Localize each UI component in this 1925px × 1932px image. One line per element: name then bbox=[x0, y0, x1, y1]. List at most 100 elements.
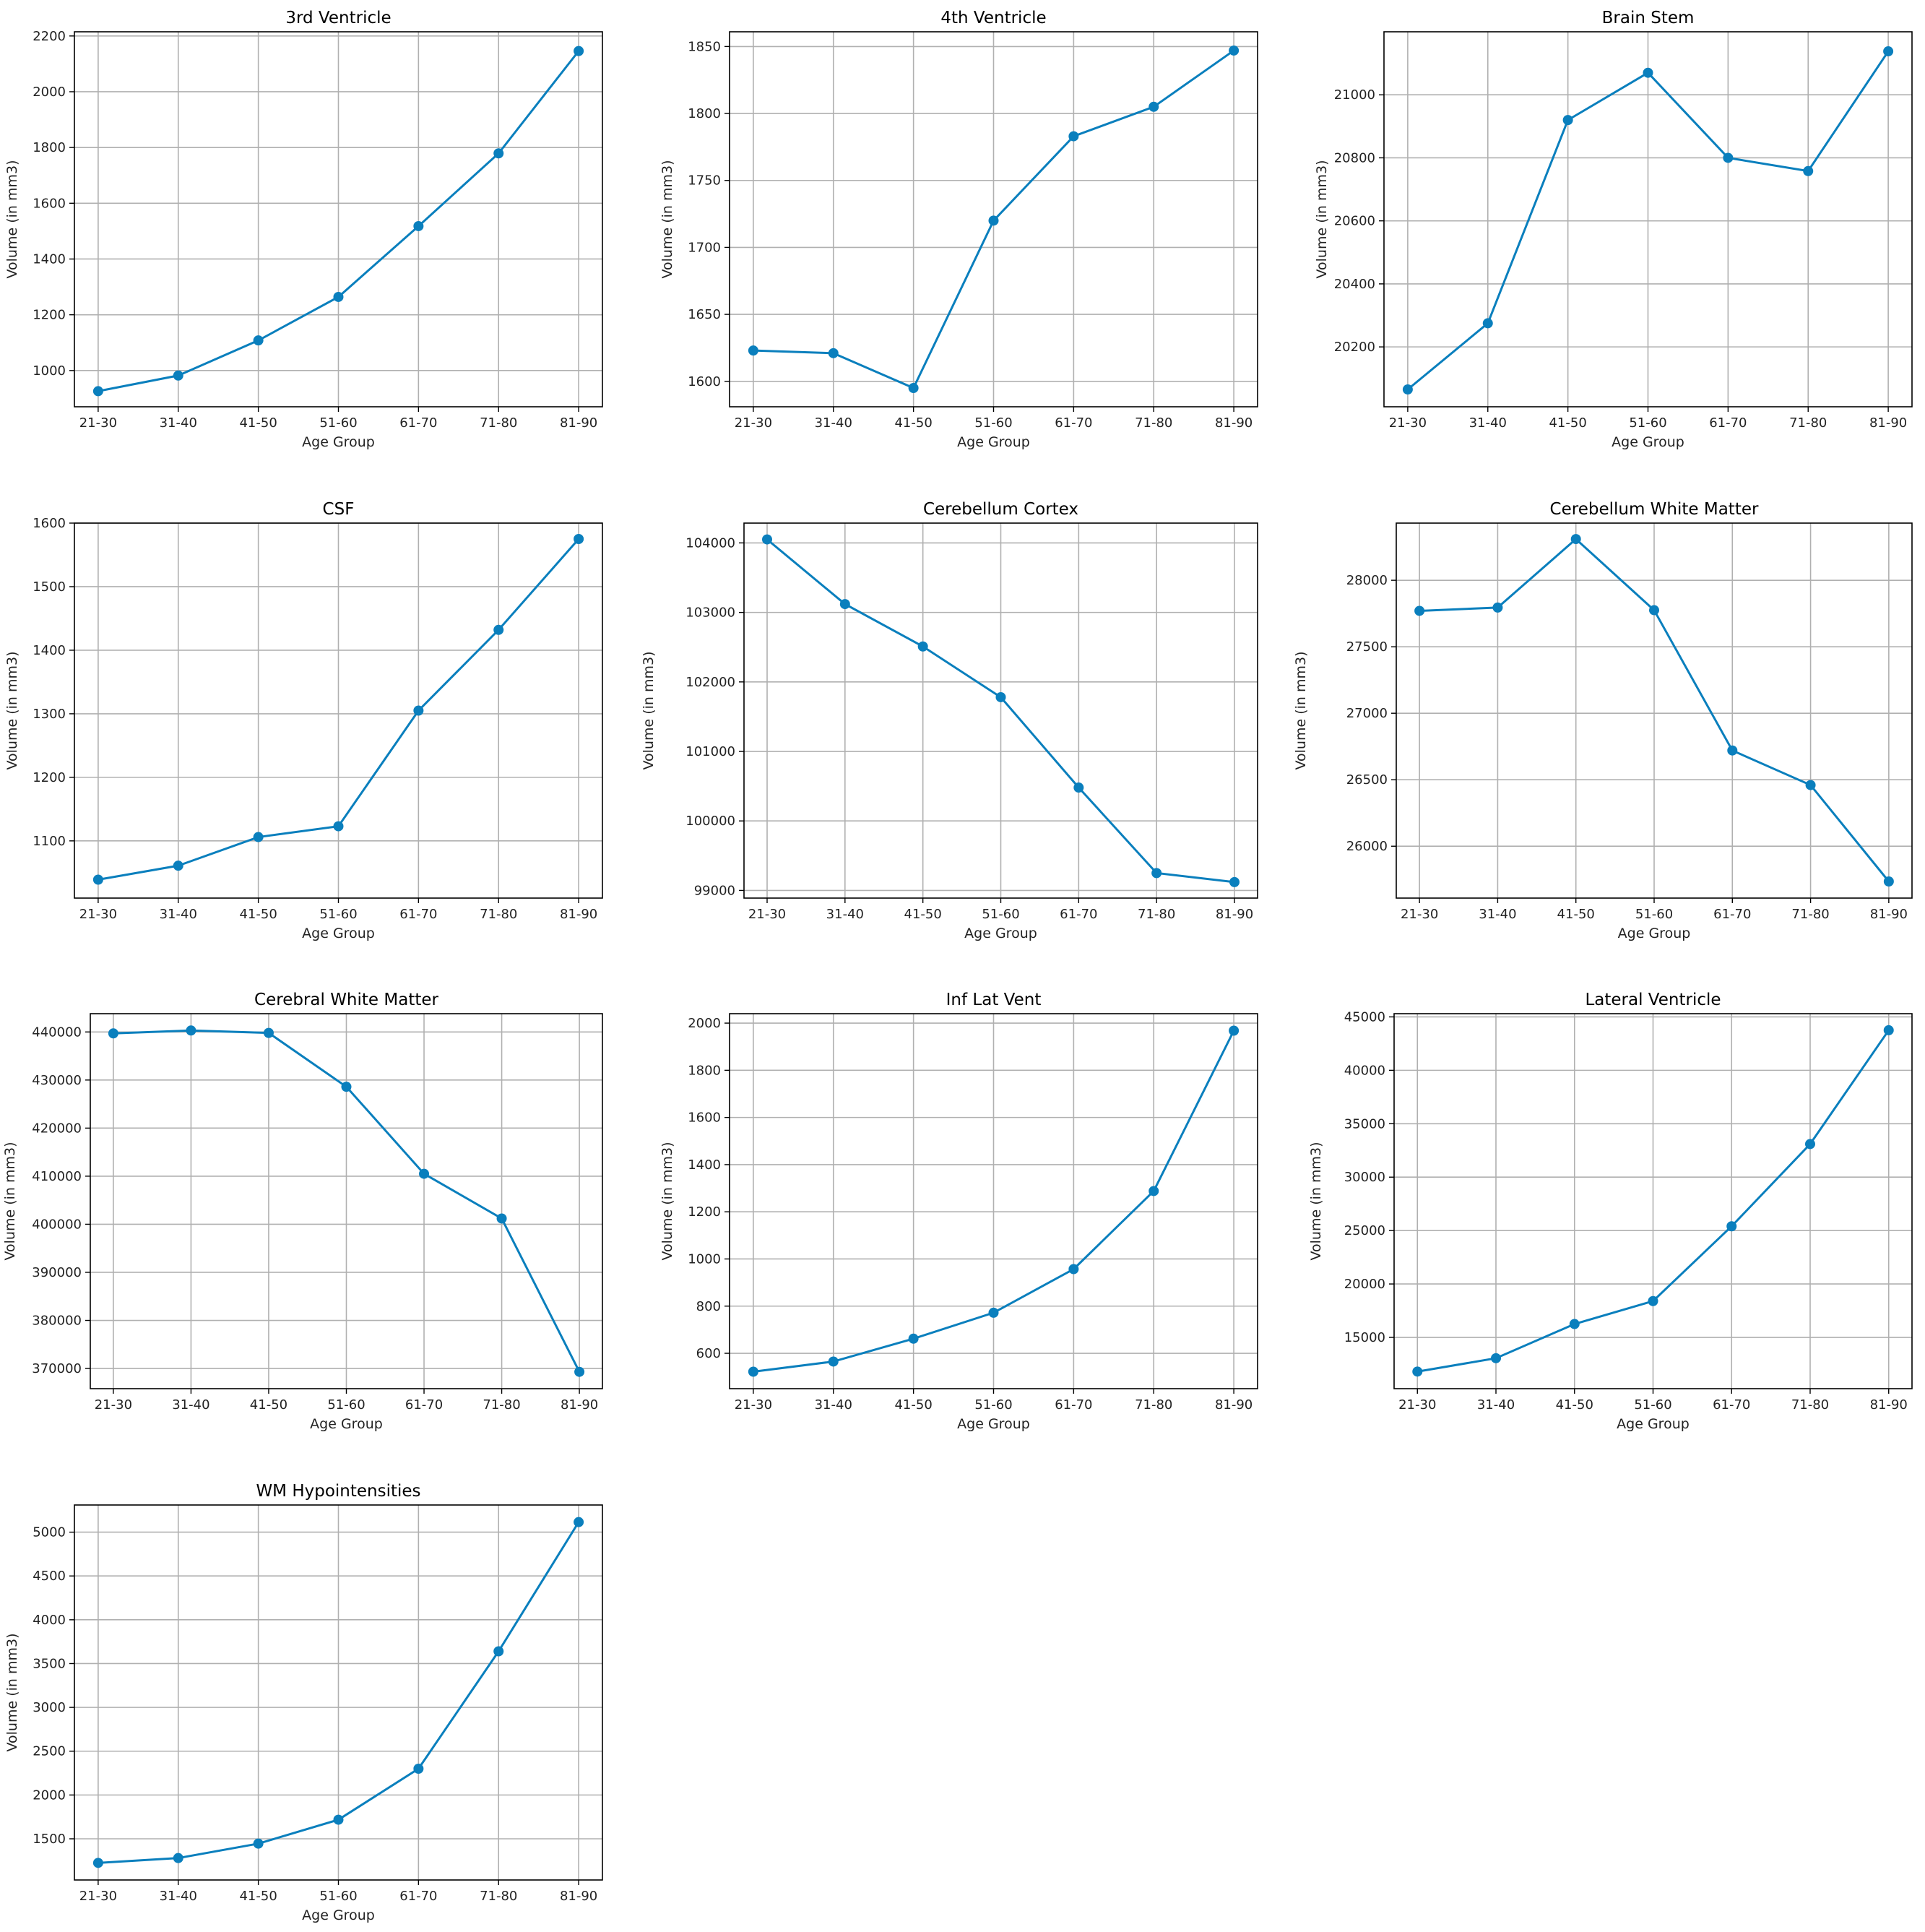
y-tick-label: 1800 bbox=[688, 106, 721, 121]
x-tick-label: 81-90 bbox=[560, 415, 597, 431]
chart-panel: 1500 2000 2500 3000 3500 4000 4500 5000 21-30 31-… bbox=[4, 1482, 603, 1923]
y-tick-label: 600 bbox=[696, 1346, 721, 1361]
data-point bbox=[92, 1858, 103, 1868]
x-tick-label: 31-40 bbox=[160, 907, 197, 922]
y-tick-label: 1600 bbox=[33, 196, 66, 211]
y-axis-label: Volume (in mm3) bbox=[4, 160, 20, 279]
chart-panel: 1600 1650 1700 1750 1800 1850 21-30 31-40 41-50 5… bbox=[659, 9, 1258, 450]
data-point bbox=[1643, 67, 1653, 78]
data-point bbox=[908, 383, 919, 394]
x-tick-label: 61-70 bbox=[1055, 415, 1092, 431]
x-tick-label: 81-90 bbox=[1216, 907, 1253, 922]
y-tick-label: 101000 bbox=[685, 744, 735, 759]
data-point bbox=[413, 1763, 424, 1774]
x-tick-label: 81-90 bbox=[561, 1397, 598, 1413]
y-tick-label: 4500 bbox=[33, 1569, 66, 1584]
chart-title: Cerebellum White Matter bbox=[1550, 500, 1759, 519]
x-tick-label: 21-30 bbox=[79, 415, 117, 431]
data-point bbox=[263, 1027, 274, 1038]
x-tick-label: 71-80 bbox=[483, 1397, 520, 1413]
y-tick-label: 2000 bbox=[33, 1787, 66, 1803]
x-tick-label: 41-50 bbox=[904, 907, 942, 922]
data-point bbox=[413, 220, 424, 231]
data-point bbox=[1570, 534, 1581, 545]
y-tick-label: 40000 bbox=[1344, 1063, 1385, 1078]
x-tick-label: 51-60 bbox=[327, 1397, 365, 1413]
data-point bbox=[496, 1213, 507, 1224]
data-point bbox=[1491, 1353, 1502, 1363]
x-tick-label: 21-30 bbox=[748, 907, 786, 922]
x-tick-label: 21-30 bbox=[95, 1397, 132, 1413]
data-point bbox=[995, 691, 1006, 702]
y-tick-label: 102000 bbox=[685, 675, 735, 690]
chart-panel: 1100 1200 1300 1400 1500 1600 21-30 31-40 41-50 5… bbox=[4, 500, 603, 941]
data-point bbox=[908, 1333, 919, 1344]
x-tick-label: 41-50 bbox=[239, 907, 277, 922]
x-axis-label: Age Group bbox=[302, 926, 375, 941]
data-point bbox=[1068, 1264, 1079, 1275]
data-point bbox=[839, 599, 850, 610]
data-point bbox=[1229, 45, 1240, 56]
data-point bbox=[1562, 115, 1573, 126]
chart-panel: 1000 1200 1400 1600 1800 2000 2200 21-30 31-40 41… bbox=[4, 9, 603, 450]
x-tick-label: 61-70 bbox=[399, 1889, 437, 1904]
y-tick-label: 20200 bbox=[1334, 340, 1375, 355]
x-tick-label: 71-80 bbox=[1791, 907, 1829, 922]
y-tick-label: 1400 bbox=[33, 643, 66, 658]
data-point bbox=[413, 705, 424, 716]
x-tick-label: 21-30 bbox=[735, 1397, 772, 1413]
y-tick-label: 20600 bbox=[1334, 214, 1375, 229]
y-axis-label: Volume (in mm3) bbox=[1293, 652, 1309, 770]
y-axis-label: Volume (in mm3) bbox=[2, 1142, 18, 1261]
y-tick-label: 1200 bbox=[33, 770, 66, 785]
data-point bbox=[333, 1814, 344, 1825]
x-tick-label: 31-40 bbox=[826, 907, 864, 922]
y-tick-label: 35000 bbox=[1344, 1116, 1385, 1131]
data-point bbox=[1804, 1139, 1815, 1150]
x-tick-label: 71-80 bbox=[1138, 907, 1175, 922]
data-point bbox=[1883, 46, 1894, 57]
x-tick-label: 41-50 bbox=[239, 1889, 277, 1904]
y-tick-label: 440000 bbox=[32, 1025, 82, 1040]
y-tick-label: 1600 bbox=[688, 1111, 721, 1126]
data-point bbox=[1883, 876, 1894, 887]
x-tick-label: 61-70 bbox=[1713, 907, 1751, 922]
data-point bbox=[333, 821, 344, 832]
x-axis-label: Age Group bbox=[1617, 1416, 1690, 1432]
chart-title: Cerebral White Matter bbox=[254, 991, 438, 1009]
x-tick-label: 71-80 bbox=[480, 415, 517, 431]
data-point bbox=[1068, 131, 1079, 142]
y-tick-label: 26500 bbox=[1346, 772, 1388, 788]
y-tick-label: 1650 bbox=[688, 307, 721, 322]
data-point bbox=[1883, 1025, 1894, 1035]
x-tick-label: 71-80 bbox=[1789, 415, 1827, 431]
y-tick-label: 800 bbox=[696, 1299, 721, 1314]
y-axis-label: Volume (in mm3) bbox=[4, 1634, 20, 1752]
y-tick-label: 3000 bbox=[33, 1700, 66, 1715]
x-axis-label: Age Group bbox=[957, 434, 1030, 450]
data-point bbox=[828, 348, 839, 358]
data-point bbox=[1402, 384, 1413, 395]
x-tick-label: 51-60 bbox=[319, 415, 357, 431]
y-tick-label: 27500 bbox=[1346, 639, 1388, 655]
data-point bbox=[1805, 780, 1816, 790]
y-tick-label: 2500 bbox=[33, 1744, 66, 1759]
chart-title: Brain Stem bbox=[1602, 9, 1695, 27]
data-point bbox=[186, 1025, 196, 1036]
data-point bbox=[1649, 605, 1659, 616]
y-tick-label: 430000 bbox=[32, 1073, 82, 1088]
y-tick-label: 410000 bbox=[32, 1169, 82, 1184]
y-tick-label: 1000 bbox=[688, 1251, 721, 1267]
x-tick-label: 81-90 bbox=[560, 907, 597, 922]
y-tick-label: 3500 bbox=[33, 1656, 66, 1671]
chart-title: Inf Lat Vent bbox=[946, 991, 1042, 1009]
x-tick-label: 61-70 bbox=[1055, 1397, 1092, 1413]
y-tick-label: 2200 bbox=[33, 29, 66, 44]
y-tick-label: 25000 bbox=[1344, 1223, 1385, 1238]
data-point bbox=[1148, 101, 1159, 112]
data-point bbox=[748, 345, 758, 356]
x-axis-label: Age Group bbox=[310, 1416, 383, 1432]
x-tick-label: 81-90 bbox=[1870, 1397, 1908, 1413]
x-tick-label: 61-70 bbox=[399, 415, 437, 431]
data-point bbox=[1482, 318, 1493, 329]
